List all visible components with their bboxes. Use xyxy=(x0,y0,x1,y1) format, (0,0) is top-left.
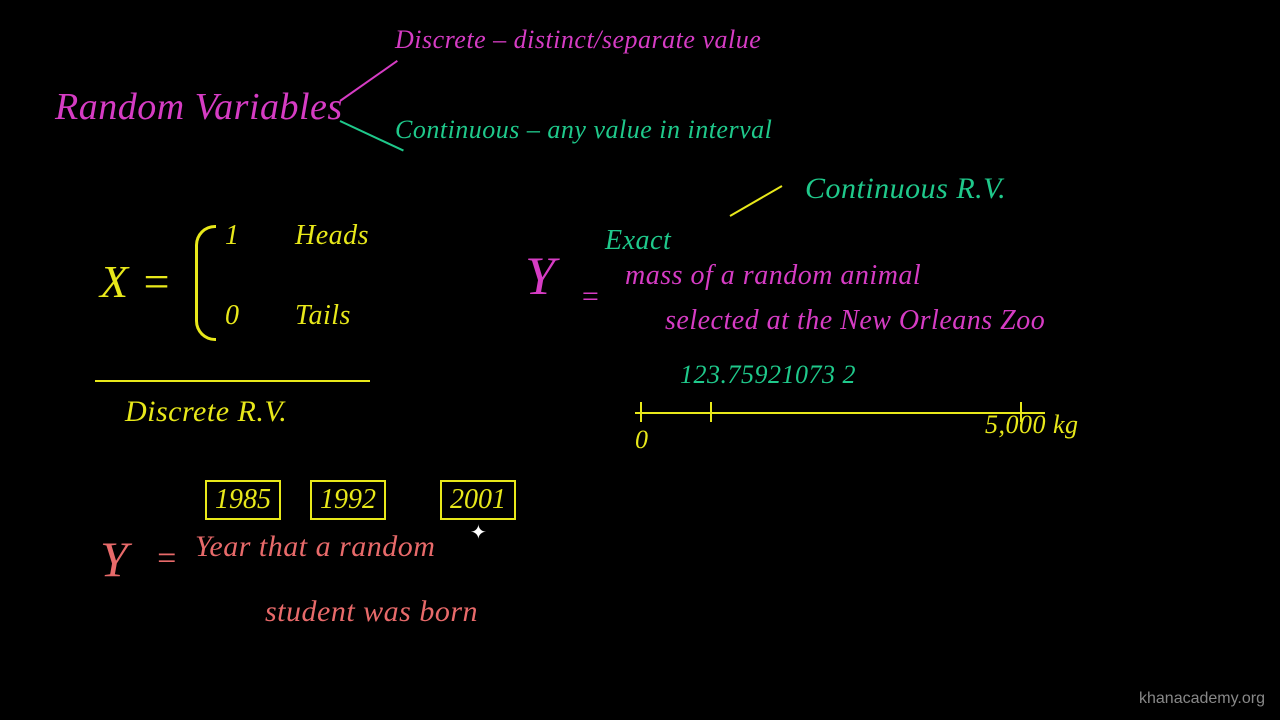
label-discrete-rv: Discrete R.V. xyxy=(125,395,287,429)
mass-desc-2: selected at the New Orleans Zoo xyxy=(665,305,1045,337)
label-continuous: Continuous – any value in interval xyxy=(395,115,772,145)
coin-X: X = xyxy=(100,255,172,308)
mass-arrow xyxy=(730,185,783,217)
coin-one: 1 xyxy=(225,220,240,252)
branch-line-discrete xyxy=(339,60,397,102)
year-box-0: 1985 xyxy=(205,480,281,520)
mass-eq: = xyxy=(580,280,601,314)
cursor-icon: ✦ xyxy=(470,520,487,545)
watermark: khanacademy.org xyxy=(1139,690,1265,708)
coin-tails: Tails xyxy=(295,300,351,332)
mass-exact: Exact xyxy=(605,225,671,257)
blackboard: Random Variables Discrete – distinct/sep… xyxy=(0,0,1280,720)
coin-brace xyxy=(195,225,216,341)
year-box-1: 1992 xyxy=(310,480,386,520)
mass-Y: Y xyxy=(525,245,556,307)
numberline-value: 123.75921073 2 xyxy=(680,360,856,390)
year-desc-1: Year that a random xyxy=(195,530,435,564)
coin-heads: Heads xyxy=(295,220,369,252)
numberline-max: 5,000 kg xyxy=(985,410,1079,440)
year-box-2: 2001 xyxy=(440,480,516,520)
year-Y: Y xyxy=(100,530,128,588)
label-discrete: Discrete – distinct/separate value xyxy=(395,25,761,55)
numberline-tick-0 xyxy=(640,402,642,422)
numberline-axis xyxy=(635,412,1045,414)
numberline-tick-1 xyxy=(710,402,712,422)
numberline-zero: 0 xyxy=(635,425,649,455)
label-continuous-rv: Continuous R.V. xyxy=(805,172,1006,206)
coin-zero: 0 xyxy=(225,300,240,332)
year-eq: = xyxy=(155,540,178,578)
title-random-variables: Random Variables xyxy=(55,85,343,129)
mass-desc-1: mass of a random animal xyxy=(625,260,921,292)
coin-underline xyxy=(95,380,370,382)
year-desc-2: student was born xyxy=(265,595,478,629)
